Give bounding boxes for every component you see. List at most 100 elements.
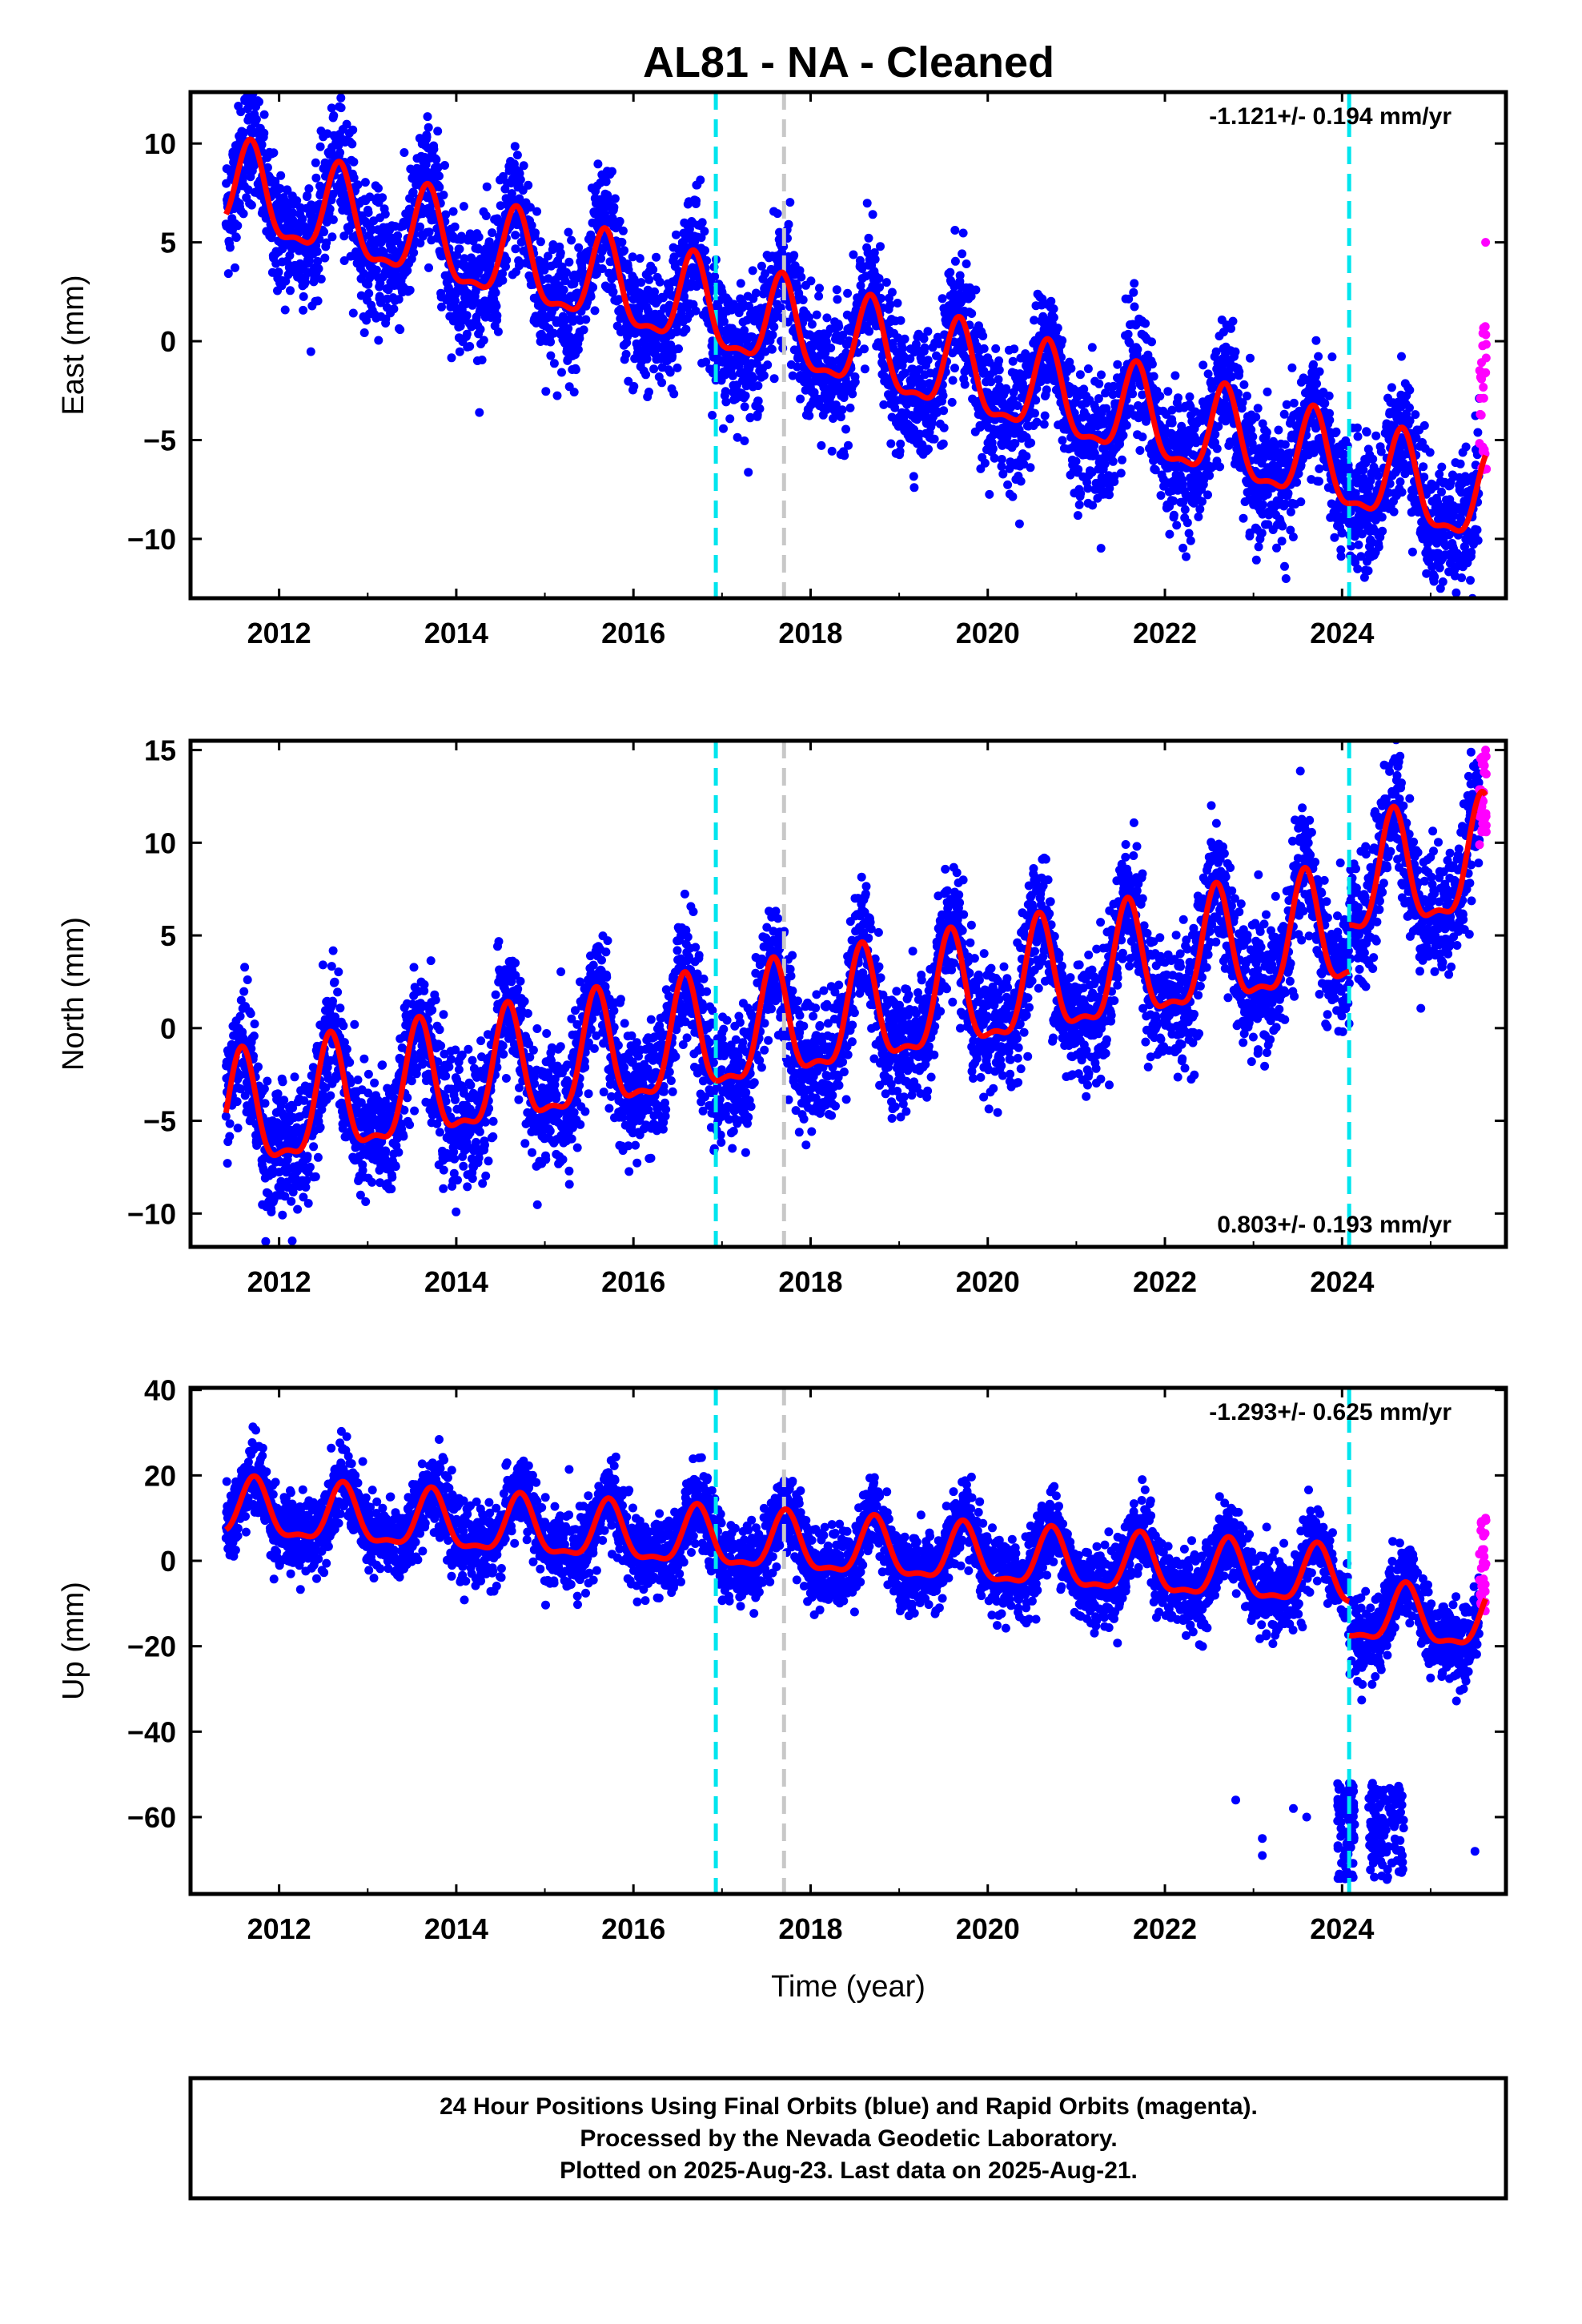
east-point: [797, 272, 806, 282]
east-point: [1339, 449, 1349, 459]
east-point: [615, 216, 624, 226]
east-point: [681, 324, 691, 334]
east-point: [491, 288, 500, 297]
east-point: [364, 288, 374, 298]
east-point: [1122, 420, 1131, 430]
east-point: [269, 148, 279, 158]
east-point: [329, 111, 339, 120]
east-point: [671, 259, 681, 268]
east-point: [923, 356, 933, 365]
east-point: [1243, 392, 1251, 400]
east-point: [757, 261, 766, 271]
east-point: [822, 313, 832, 323]
east-point: [586, 292, 596, 301]
east-point: [789, 251, 799, 260]
east-point: [564, 257, 574, 267]
east-point: [347, 139, 357, 149]
east-point: [476, 324, 485, 334]
east-point: [950, 364, 959, 373]
east-point: [795, 266, 805, 275]
east-point: [1251, 412, 1261, 422]
east-point: [1046, 296, 1056, 306]
panel-east: 2012 2014 2016 2018 2020 2022 20241050−5−10Eas…: [57, 90, 1508, 649]
east-point: [1182, 552, 1191, 561]
east-point: [1263, 387, 1272, 396]
east-point: [740, 436, 749, 445]
east-point: [365, 192, 375, 202]
east-point: [1397, 488, 1407, 497]
east-point: [498, 275, 508, 285]
east-point: [745, 412, 755, 422]
east-point: [255, 97, 263, 107]
east-point: [788, 371, 797, 380]
east-point: [1071, 456, 1081, 466]
east-point: [763, 360, 773, 370]
east-point: [669, 389, 679, 399]
east-point: [635, 254, 644, 263]
east-point: [292, 196, 302, 206]
east-point: [1147, 360, 1157, 369]
east-point: [850, 377, 860, 387]
east-point: [519, 161, 528, 171]
east-point: [1246, 353, 1255, 363]
east-point: [840, 451, 849, 460]
east-point: [389, 304, 399, 314]
east-point: [1184, 529, 1194, 538]
east-point: [887, 287, 897, 297]
east-point: [474, 232, 484, 242]
east-point: [1195, 505, 1205, 514]
east-point: [1128, 389, 1138, 399]
east-point: [614, 295, 624, 304]
east-point: [648, 265, 658, 275]
east-point: [1280, 440, 1290, 449]
east-point: [1138, 432, 1147, 442]
east-point: [1228, 316, 1238, 326]
east-point: [328, 215, 338, 224]
east-point: [985, 489, 994, 499]
east-point: [1066, 364, 1076, 373]
east-point: [285, 251, 295, 260]
east-point: [860, 344, 869, 354]
east-point: [1327, 352, 1337, 362]
east-point: [958, 228, 968, 238]
east-point: [741, 391, 750, 400]
east-point: [336, 93, 346, 103]
east-point: [316, 275, 326, 283]
east-point: [1113, 360, 1122, 369]
east-point: [315, 142, 325, 151]
east-point: [755, 404, 765, 413]
east-point: [773, 209, 782, 219]
east-point: [642, 354, 652, 364]
east-point: [1129, 287, 1138, 297]
east-point: [275, 184, 285, 193]
east-point: [1373, 471, 1383, 480]
east-point: [360, 178, 370, 187]
east-point: [844, 440, 853, 450]
east-point: [923, 327, 933, 336]
east-point: [896, 439, 905, 448]
east-point: [1186, 536, 1195, 545]
east-point: [571, 365, 580, 375]
east-point: [636, 278, 646, 287]
east-point: [1075, 370, 1085, 380]
east-point: [536, 237, 545, 247]
east-point: [939, 406, 949, 416]
east-point: [336, 103, 346, 113]
east-point: [367, 225, 376, 235]
east-point: [393, 231, 403, 240]
east-point: [748, 332, 757, 342]
east-point: [451, 303, 460, 312]
east-point: [841, 424, 850, 434]
east-point: [909, 483, 919, 493]
east-point: [865, 327, 874, 336]
east-point: [564, 324, 573, 333]
east-point: [477, 356, 487, 364]
east-point: [325, 204, 335, 214]
east-point: [311, 173, 321, 183]
east-point: [1259, 500, 1267, 509]
east-point: [396, 325, 405, 335]
east-point: [1311, 336, 1321, 345]
east-point: [805, 312, 813, 322]
east-point: [1353, 564, 1363, 573]
